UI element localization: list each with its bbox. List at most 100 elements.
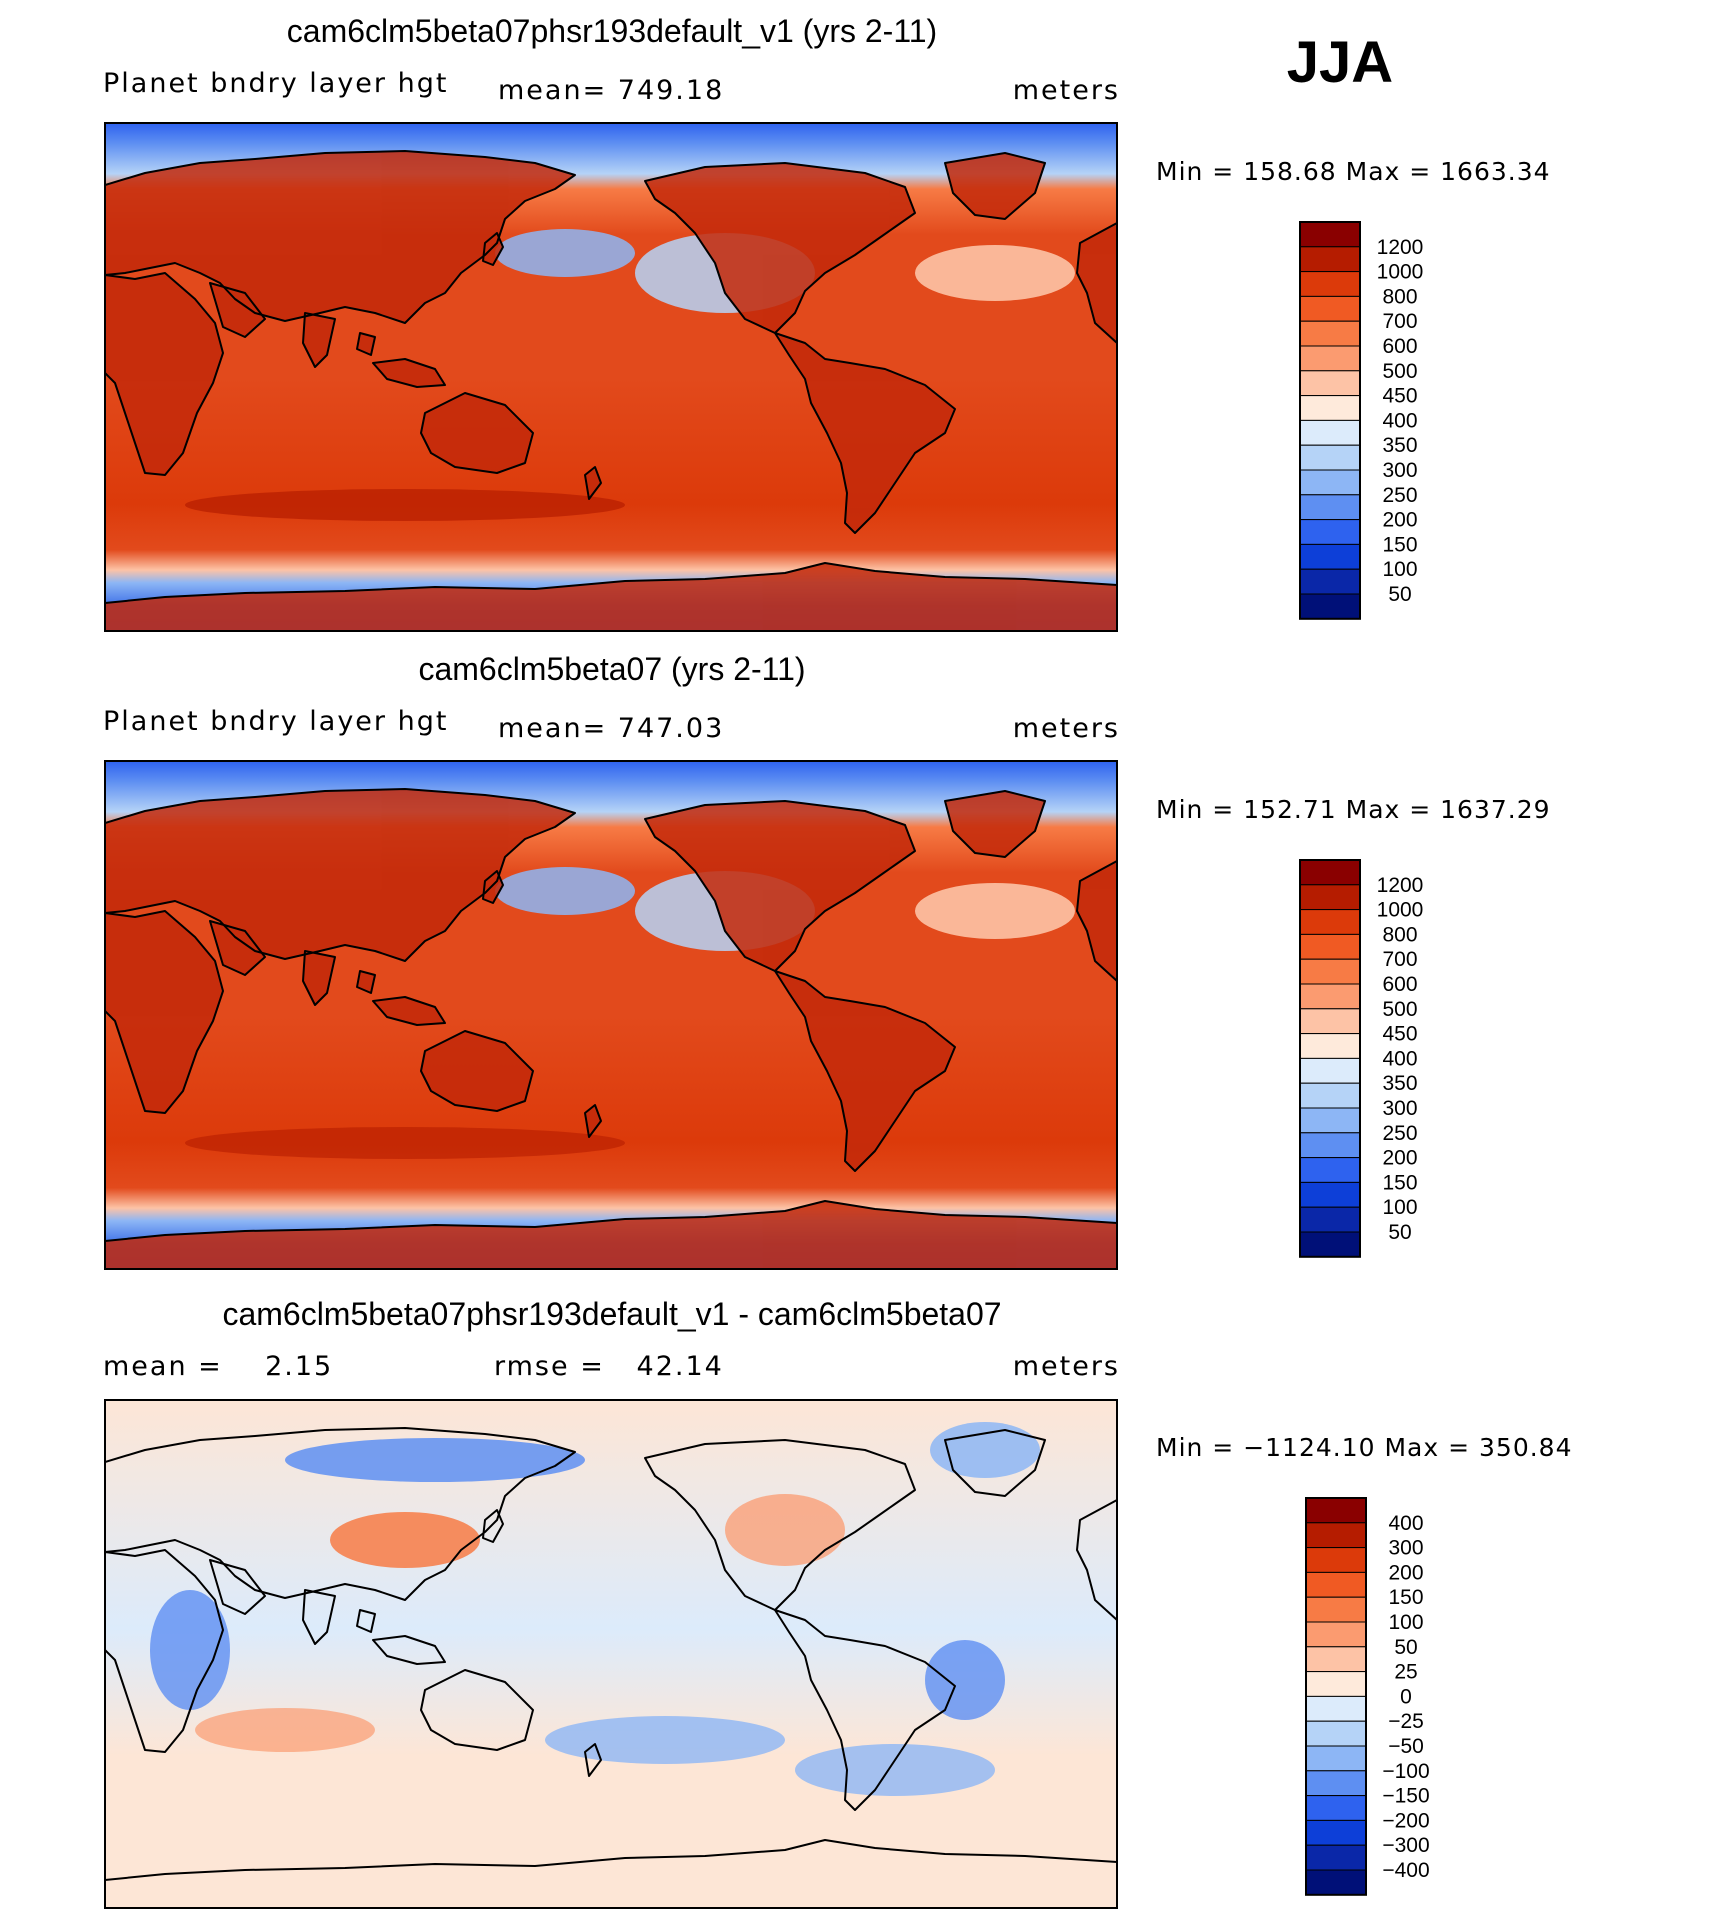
colorbar-tick-label: 450 xyxy=(1382,385,1417,408)
colorbar-frame xyxy=(1299,221,1361,620)
colorbar-tick-label: 250 xyxy=(1382,484,1417,507)
colorbar-tick-label: 1200 xyxy=(1377,236,1424,259)
colorbar-swatch xyxy=(1305,1695,1367,1722)
colorbar-swatch xyxy=(1299,370,1361,397)
colorbar-swatch xyxy=(1299,419,1361,446)
colorbar-tick-label: 800 xyxy=(1382,923,1417,946)
na-positive-region xyxy=(725,1494,845,1566)
colorbar-tick-label: 400 xyxy=(1382,1047,1417,1070)
colorbar-tick-label: 100 xyxy=(1382,558,1417,581)
colorbar-swatch xyxy=(1299,271,1361,297)
colorbar-swatch xyxy=(1305,1844,1367,1871)
mean-label: mean = 2.15 xyxy=(103,1351,333,1382)
colorbar-swatch xyxy=(1305,1869,1367,1896)
colorbar-tick-label: 800 xyxy=(1382,285,1417,308)
colorbar-tick-label: 600 xyxy=(1382,973,1417,996)
colorbar-tick-label: 400 xyxy=(1388,1512,1423,1535)
colorbar-swatch xyxy=(1305,1671,1367,1697)
colorbar-tick-label: 600 xyxy=(1382,335,1417,358)
colorbar-swatch xyxy=(1305,1819,1367,1846)
colorbar-tick-label: −200 xyxy=(1382,1809,1429,1832)
colorbar-tick-label: 300 xyxy=(1382,459,1417,482)
colorbar-tick-label: 350 xyxy=(1382,1072,1417,1095)
colorbar-tick-label: −100 xyxy=(1382,1760,1429,1783)
colorbar-tick-label: 25 xyxy=(1394,1661,1417,1684)
colorbar-tick-label: 0 xyxy=(1400,1685,1412,1708)
colorbar-tick-label: 200 xyxy=(1382,1147,1417,1170)
colorbar-frame xyxy=(1299,859,1361,1258)
colorbar-swatch xyxy=(1299,395,1361,421)
colorbar-swatch xyxy=(1299,983,1361,1010)
colorbar-swatch xyxy=(1305,1795,1367,1821)
colorbar-tick-label: 200 xyxy=(1388,1561,1423,1584)
colorbar-swatch xyxy=(1299,221,1361,248)
colorbar-tick-label: 450 xyxy=(1382,1023,1417,1046)
colorbar-swatch xyxy=(1299,1206,1361,1233)
colorbar-swatch xyxy=(1305,1770,1367,1797)
panel-control: cam6clm5beta07 (yrs 2-11) Planet bndry l… xyxy=(103,651,1551,1270)
colorbar-swatch xyxy=(1299,1107,1361,1134)
map-frame xyxy=(104,122,1118,632)
rmse-label: rmse = 42.14 xyxy=(494,1351,724,1382)
colorbar-tick-label: 300 xyxy=(1382,1097,1417,1120)
africa-negative-region xyxy=(150,1590,230,1710)
colorbar-tick-label: −300 xyxy=(1382,1834,1429,1857)
colorbar-tick-label: 350 xyxy=(1382,434,1417,457)
atlantic-cool-region xyxy=(915,245,1075,301)
colorbar-frame xyxy=(1305,1497,1367,1896)
colorbar-swatch xyxy=(1299,933,1361,960)
units-label: meters xyxy=(1013,1351,1120,1382)
colorbar-swatch xyxy=(1299,1157,1361,1183)
min-max-label: Min = 158.68 Max = 1663.34 xyxy=(1156,157,1551,186)
colorbar-swatch xyxy=(1299,1181,1361,1208)
colorbar-swatch xyxy=(1299,519,1361,545)
panel-test: cam6clm5beta07phsr193default_v1 (yrs 2-1… xyxy=(103,13,1551,632)
colorbar-tick-label: 1000 xyxy=(1377,899,1424,922)
min-max-label: Min = −1124.10 Max = 350.84 xyxy=(1156,1433,1572,1462)
units-label: meters xyxy=(1013,75,1120,106)
colorbar-swatch xyxy=(1299,469,1361,496)
north-pacific-cool-region xyxy=(495,229,635,277)
colorbar-tick-label: 150 xyxy=(1388,1586,1423,1609)
units-label: meters xyxy=(1013,713,1120,744)
colorbar-swatch xyxy=(1299,1231,1361,1258)
colorbar-tick-label: 200 xyxy=(1382,509,1417,532)
colorbar-swatch xyxy=(1305,1745,1367,1772)
colorbar-tick-label: 1200 xyxy=(1377,874,1424,897)
colorbar-swatch xyxy=(1299,1033,1361,1059)
min-max-label: Min = 152.71 Max = 1637.29 xyxy=(1156,795,1551,824)
colorbar-tick-label: 400 xyxy=(1382,409,1417,432)
mean-label: mean= 749.18 xyxy=(498,75,724,106)
indian-ocean-positive-region xyxy=(195,1708,375,1752)
southern-ocean-band xyxy=(185,489,625,521)
colorbar-swatch xyxy=(1299,320,1361,347)
colorbar-swatch xyxy=(1299,909,1361,935)
map-plot xyxy=(104,122,1118,632)
colorbar-swatch xyxy=(1299,1082,1361,1109)
colorbar: 1200100080070060050045040035030025020015… xyxy=(1299,859,1424,1258)
map-plot xyxy=(104,760,1118,1270)
colorbar-tick-label: 50 xyxy=(1388,583,1411,606)
panel-difference: cam6clm5beta07phsr193default_v1 - cam6cl… xyxy=(103,1296,1572,1909)
colorbar-tick-label: 500 xyxy=(1382,998,1417,1021)
colorbar-tick-label: 50 xyxy=(1388,1221,1411,1244)
colorbar-tick-label: 250 xyxy=(1382,1122,1417,1145)
colorbar-tick-label: 300 xyxy=(1388,1537,1423,1560)
colorbar-tick-label: 500 xyxy=(1382,360,1417,383)
south-atlantic-negative-region xyxy=(795,1744,995,1796)
colorbar-tick-label: −50 xyxy=(1388,1735,1424,1758)
colorbar-swatch xyxy=(1299,494,1361,521)
colorbar-swatch xyxy=(1305,1596,1367,1623)
variable-label: Planet bndry layer hgt xyxy=(103,68,448,99)
colorbar-swatch xyxy=(1299,345,1361,372)
colorbar-swatch xyxy=(1305,1547,1367,1573)
colorbar-tick-label: 700 xyxy=(1382,310,1417,333)
colorbar-swatch xyxy=(1305,1720,1367,1747)
colorbar-swatch xyxy=(1305,1571,1367,1598)
colorbar-swatch xyxy=(1305,1646,1367,1673)
colorbar-tick-label: −150 xyxy=(1382,1785,1429,1808)
colorbar-swatch xyxy=(1305,1522,1367,1549)
panel-title: cam6clm5beta07phsr193default_v1 - cam6cl… xyxy=(222,1296,1001,1332)
panel-title: cam6clm5beta07phsr193default_v1 (yrs 2-1… xyxy=(287,13,937,49)
